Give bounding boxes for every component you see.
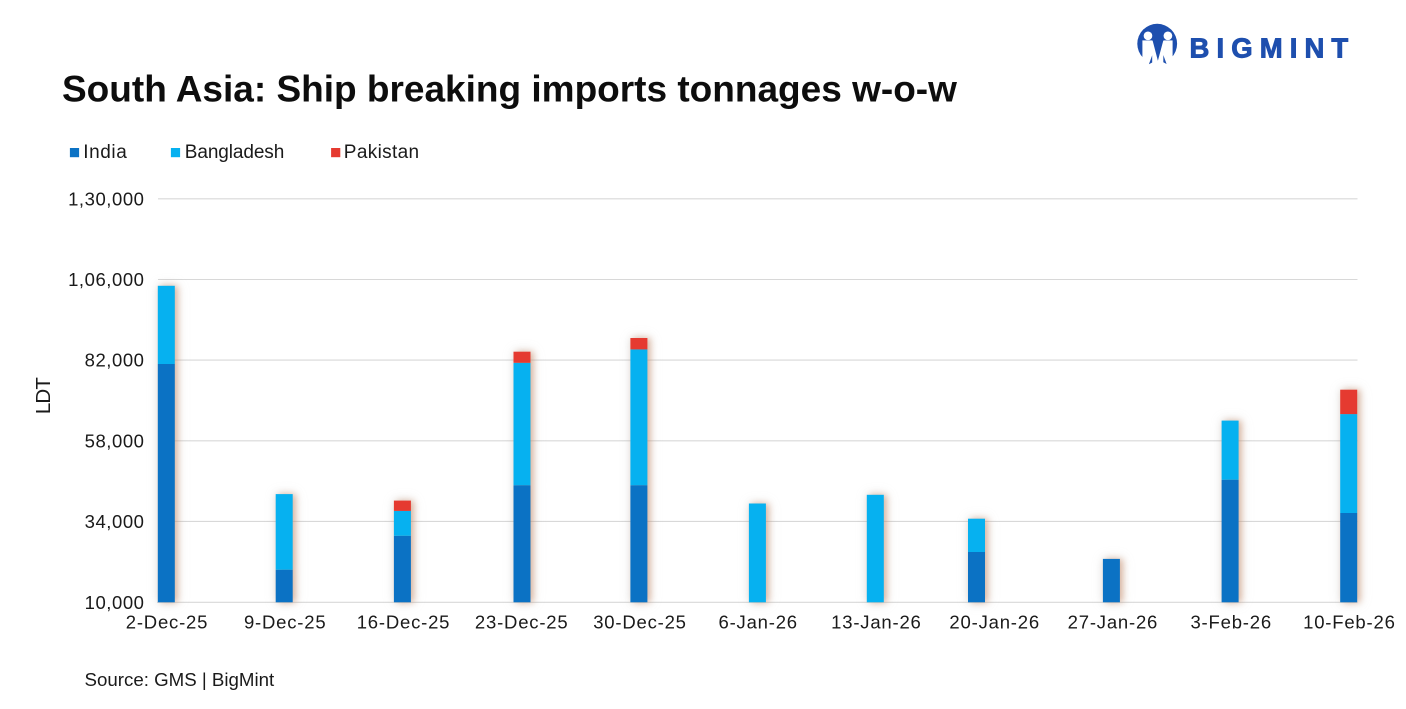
svg-text:10,000: 10,000 (85, 592, 145, 613)
svg-text:Bangladesh: Bangladesh (185, 142, 284, 163)
svg-text:27-Jan-26: 27-Jan-26 (1068, 611, 1159, 632)
svg-text:6-Jan-26: 6-Jan-26 (718, 611, 797, 632)
svg-text:South Asia: Ship breaking impo: South Asia: Ship breaking imports tonnag… (62, 69, 957, 110)
svg-text:1,06,000: 1,06,000 (68, 269, 144, 290)
svg-text:20-Jan-26: 20-Jan-26 (949, 611, 1040, 632)
svg-text:9-Dec-25: 9-Dec-25 (244, 611, 327, 632)
svg-text:BIGMINT: BIGMINT (1190, 33, 1356, 64)
svg-text:2-Dec-25: 2-Dec-25 (126, 611, 209, 632)
svg-text:58,000: 58,000 (85, 430, 145, 451)
svg-text:23-Dec-25: 23-Dec-25 (475, 611, 569, 632)
svg-text:13-Jan-26: 13-Jan-26 (831, 611, 922, 632)
svg-text:82,000: 82,000 (85, 350, 145, 371)
svg-text:34,000: 34,000 (85, 511, 145, 532)
svg-text:3-Feb-26: 3-Feb-26 (1190, 611, 1271, 632)
svg-text:10-Feb-26: 10-Feb-26 (1303, 611, 1396, 632)
svg-text:Pakistan: Pakistan (344, 142, 420, 163)
svg-text:30-Dec-25: 30-Dec-25 (593, 611, 687, 632)
svg-text:16-Dec-25: 16-Dec-25 (357, 611, 451, 632)
svg-text:1,30,000: 1,30,000 (68, 188, 144, 209)
svg-text:LDT: LDT (32, 377, 55, 415)
svg-text:India: India (83, 142, 127, 163)
svg-text:Source: GMS | BigMint: Source: GMS | BigMint (85, 669, 276, 690)
